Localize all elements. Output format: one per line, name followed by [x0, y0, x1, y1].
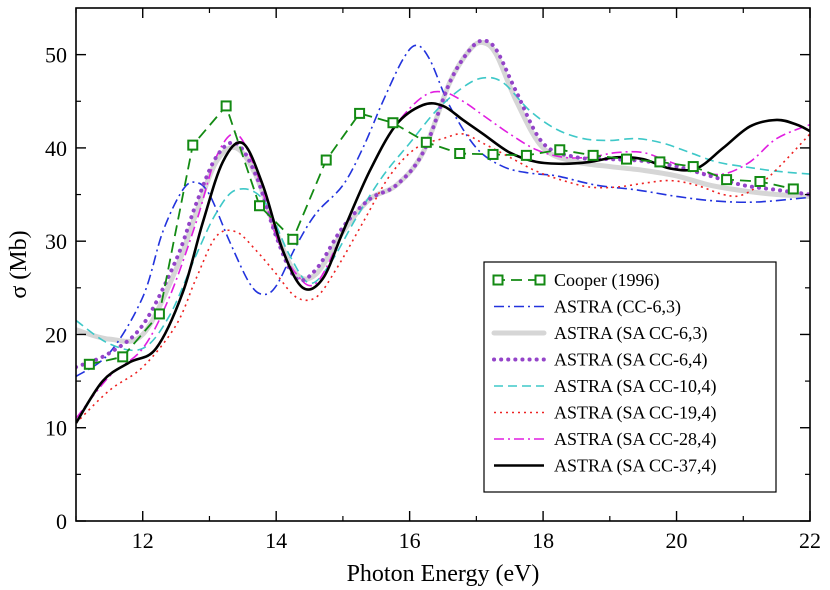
data-point-marker: [621, 153, 632, 165]
y-tick-label: 0: [56, 509, 67, 534]
data-point-marker: [153, 308, 165, 320]
data-point-marker: [287, 233, 299, 245]
data-point-marker: [721, 174, 733, 186]
data-point-marker: [787, 183, 799, 195]
data-point-marker: [254, 200, 265, 212]
y-axis-title: σ (Mb): [6, 230, 32, 298]
legend-item-astra-sa-cc-28-4: ASTRA (SA CC-28,4): [494, 429, 717, 450]
data-point-marker: [83, 358, 95, 370]
y-tick-label: 50: [45, 43, 67, 68]
legend-label: ASTRA (CC-6,3): [554, 297, 681, 318]
x-tick-label: 12: [132, 528, 154, 553]
data-point-marker: [420, 136, 432, 148]
data-point-marker: [587, 149, 599, 161]
series-line: [76, 76, 810, 352]
legend-item-astra-sa-cc-6-3: ASTRA (SA CC-6,3): [491, 323, 708, 344]
data-point-marker: [520, 149, 532, 161]
legend-label: ASTRA (SA CC-10,4): [554, 376, 717, 397]
legend-item-astra-cc-6-3: ASTRA (CC-6,3): [494, 297, 681, 318]
legend-item-astra-sa-cc-10-4: ASTRA (SA CC-10,4): [494, 376, 717, 397]
series-cooper-1996: [83, 100, 799, 370]
legend-box: [483, 261, 777, 493]
legend-label: ASTRA (SA CC-6,3): [554, 323, 708, 344]
x-tick-label: 22: [799, 528, 821, 553]
y-tick-label: 20: [45, 322, 67, 347]
x-tick-label: 20: [666, 528, 688, 553]
legend-item-cooper-1996: Cooper (1996): [492, 270, 659, 291]
x-tick-label: 14: [265, 528, 287, 553]
plot-frame: [75, 7, 811, 522]
series-astra-sa-cc-19-4: [76, 133, 810, 424]
series-line: [76, 44, 810, 378]
legend-label: ASTRA (SA CC-19,4): [554, 403, 717, 424]
data-point-marker: [187, 139, 199, 151]
data-point-marker: [654, 156, 666, 168]
series-astra-sa-cc-10-4: [76, 76, 810, 352]
legend-label: ASTRA (SA CC-28,4): [554, 429, 717, 450]
data-point-marker: [687, 161, 699, 173]
data-point-marker: [320, 154, 332, 166]
legend: Cooper (1996) ASTRA (CC-6,3) ASTRA (SA CC-…: [483, 261, 777, 493]
legend-marker: [534, 274, 546, 286]
axis-ticks: 12 14 16 18 20 22 0 10 20 30 40 50: [45, 8, 821, 553]
legend-marker: [492, 274, 504, 286]
legend-item-astra-sa-cc-37-4: ASTRA (SA CC-37,4): [494, 456, 717, 477]
series-line: [76, 133, 810, 424]
data-point-marker: [117, 351, 129, 363]
x-tick-label: 16: [399, 528, 421, 553]
data-point-marker: [554, 144, 566, 156]
y-tick-label: 30: [45, 229, 67, 254]
legend-label: ASTRA (SA CC-6,4): [554, 350, 708, 371]
legend-item-astra-sa-cc-6-4: ASTRA (SA CC-6,4): [492, 350, 708, 371]
data-point-marker: [220, 100, 232, 112]
x-tick-label: 18: [532, 528, 554, 553]
data-point-marker: [454, 148, 466, 160]
series-astra-cc-6-3: [76, 44, 810, 378]
x-axis-title: Photon Energy (eV): [347, 561, 540, 587]
legend-label: ASTRA (SA CC-37,4): [554, 456, 717, 477]
series-line: [76, 38, 810, 370]
y-tick-label: 40: [45, 136, 67, 161]
series-line: [89, 105, 794, 366]
series-layer: [76, 38, 810, 424]
legend-item-astra-sa-cc-19-4: ASTRA (SA CC-19,4): [494, 403, 717, 424]
data-point-marker: [387, 117, 399, 129]
data-point-marker: [354, 107, 366, 119]
series-astra-sa-cc-6-4: [76, 38, 810, 370]
data-point-marker: [754, 175, 766, 187]
legend-label: Cooper (1996): [554, 270, 659, 291]
data-point-marker: [487, 148, 499, 160]
y-tick-label: 10: [45, 416, 67, 441]
